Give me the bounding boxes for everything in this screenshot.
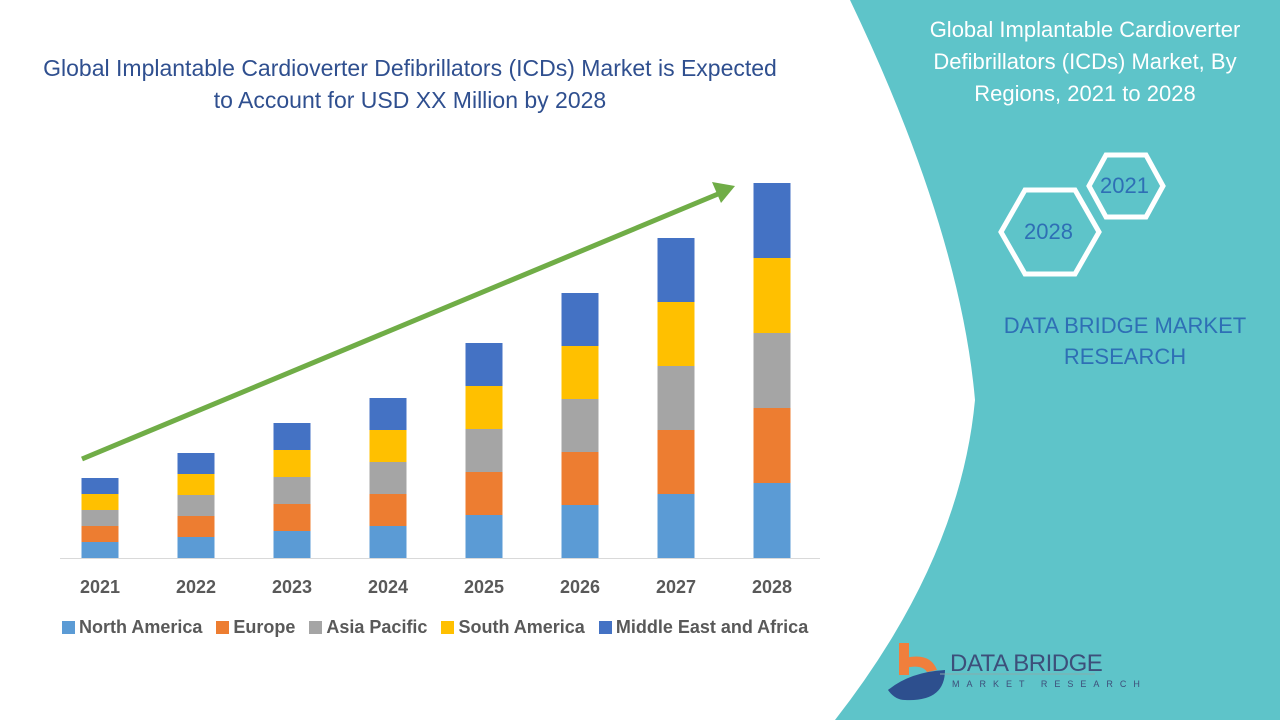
legend-item: Middle East and Africa <box>598 617 809 638</box>
bar-segment <box>465 386 503 429</box>
bar-segment <box>177 474 215 495</box>
legend-label: Europe <box>233 617 296 637</box>
legend-swatch <box>216 621 230 634</box>
brand-text: DATA BRIDGE MARKET RESEARCH <box>1003 313 1247 369</box>
x-tick-label: 2027 <box>656 577 696 597</box>
bar-segment <box>561 399 599 452</box>
bar-segment <box>657 430 695 494</box>
legend-swatch <box>598 621 612 634</box>
logo-name: DATA BRIDGE <box>950 650 1103 677</box>
legend-swatch <box>62 621 75 634</box>
x-tick-label: 2021 <box>80 577 120 597</box>
bar-segment <box>177 453 215 474</box>
bar-segment <box>465 472 503 515</box>
bar-segment <box>273 531 311 558</box>
bar-segment <box>753 408 791 483</box>
hexagon-2028 <box>998 187 1102 277</box>
bar-segment <box>81 526 119 542</box>
bar-segment <box>465 429 503 472</box>
logo-subtitle: MARKET RESEARCH <box>952 679 1147 689</box>
side-panel-title: Global Implantable Cardioverter Defibril… <box>929 17 1241 106</box>
x-tick-label: 2026 <box>560 577 600 597</box>
bar-segment <box>273 423 311 450</box>
legend-item: Asia Pacific <box>309 617 427 638</box>
bar-segment <box>753 258 791 333</box>
hex-label-2028: 2028 <box>1024 219 1073 244</box>
x-tick-label: 2025 <box>464 577 504 597</box>
bar-segment <box>273 450 311 477</box>
legend-label: South America <box>458 617 585 637</box>
bar-segment <box>81 542 119 558</box>
bar-segment <box>177 516 215 537</box>
bar-segment <box>369 430 407 462</box>
trend-arrow-head <box>712 182 735 203</box>
bar-segment <box>369 494 407 526</box>
chart-title: Global Implantable Cardioverter Defibril… <box>43 55 777 113</box>
logo-icon <box>888 643 1095 701</box>
x-tick-label: 2022 <box>176 577 216 597</box>
hex-label-2021: 2021 <box>1100 173 1149 198</box>
bar-segment <box>561 505 599 558</box>
bar-segment <box>465 515 503 558</box>
bar-segment <box>657 238 695 302</box>
legend-label: Asia Pacific <box>326 617 428 637</box>
legend-label: North America <box>79 617 203 637</box>
bar-segment <box>657 366 695 430</box>
bar-segment <box>273 477 311 504</box>
bar-segment <box>177 537 215 558</box>
bar-segment <box>753 483 791 558</box>
bar-segment <box>177 495 215 516</box>
bar-segment <box>81 510 119 526</box>
bar-segment <box>657 302 695 366</box>
legend-label: Middle East and Africa <box>615 617 809 637</box>
bar-segment <box>369 462 407 494</box>
x-tick-label: 2023 <box>272 577 312 597</box>
legend-swatch <box>441 621 455 634</box>
legend: North America Europe Asia Pacific South … <box>62 617 808 638</box>
bar-segment <box>561 293 599 346</box>
bar-segment <box>81 494 119 510</box>
bar-segment <box>273 504 311 531</box>
trend-arrow-line <box>81 191 719 462</box>
bar-segment <box>465 343 503 386</box>
bar-segment <box>561 452 599 505</box>
x-tick-label: 2028 <box>752 577 792 597</box>
bar-segment <box>561 346 599 399</box>
bar-segment <box>753 183 791 258</box>
bar-segment <box>369 526 407 558</box>
hexagon-2021 <box>1086 152 1166 220</box>
legend-item: South America <box>441 617 585 638</box>
bar-segment <box>657 494 695 558</box>
legend-item: Europe <box>216 617 295 638</box>
legend-swatch <box>309 621 323 634</box>
side-panel-background <box>835 0 1280 720</box>
bar-segment <box>369 398 407 430</box>
bar-segment <box>81 478 119 494</box>
x-tick-label: 2024 <box>368 577 408 597</box>
bar-segment <box>753 333 791 408</box>
legend-item: North America <box>62 617 202 638</box>
